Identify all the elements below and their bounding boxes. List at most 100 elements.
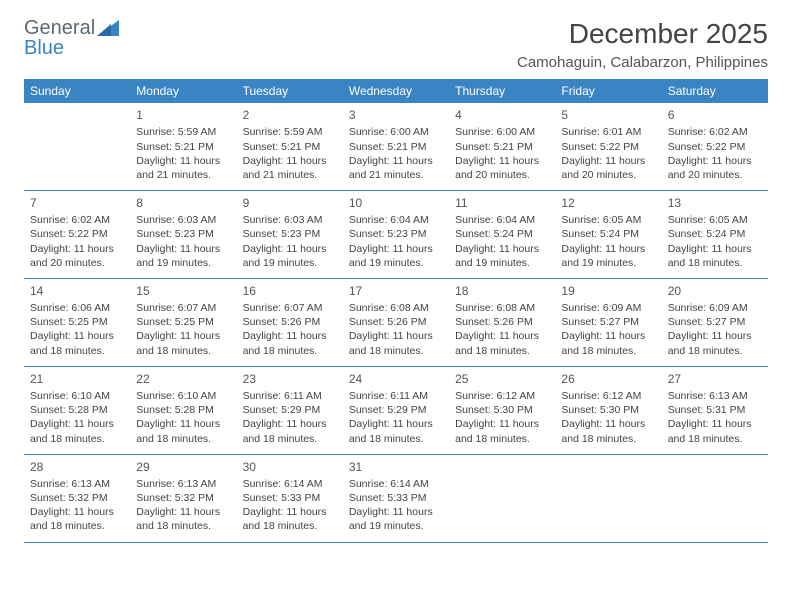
- sunset-text: Sunset: 5:29 PM: [349, 403, 443, 417]
- sunrise-text: Sunrise: 6:00 AM: [455, 125, 549, 139]
- day-number: 20: [668, 283, 762, 299]
- calendar-day-cell: 12Sunrise: 6:05 AMSunset: 5:24 PMDayligh…: [555, 191, 661, 278]
- calendar-day-cell: 25Sunrise: 6:12 AMSunset: 5:30 PMDayligh…: [449, 367, 555, 454]
- daylight-text: Daylight: 11 hours and 18 minutes.: [136, 505, 230, 533]
- daylight-text: Daylight: 11 hours and 18 minutes.: [243, 329, 337, 357]
- sunrise-text: Sunrise: 6:08 AM: [349, 301, 443, 315]
- day-header: Monday: [130, 79, 236, 103]
- sunrise-text: Sunrise: 6:12 AM: [561, 389, 655, 403]
- day-number: 7: [30, 195, 124, 211]
- calendar-day-cell: 21Sunrise: 6:10 AMSunset: 5:28 PMDayligh…: [24, 367, 130, 454]
- daylight-text: Daylight: 11 hours and 19 minutes.: [349, 505, 443, 533]
- calendar-day-cell: 20Sunrise: 6:09 AMSunset: 5:27 PMDayligh…: [662, 279, 768, 366]
- sunrise-text: Sunrise: 6:03 AM: [136, 213, 230, 227]
- calendar-day-cell: 15Sunrise: 6:07 AMSunset: 5:25 PMDayligh…: [130, 279, 236, 366]
- daylight-text: Daylight: 11 hours and 18 minutes.: [243, 417, 337, 445]
- page-title: December 2025: [517, 18, 768, 50]
- calendar-header-row: SundayMondayTuesdayWednesdayThursdayFrid…: [24, 79, 768, 103]
- calendar-day-cell: 1Sunrise: 5:59 AMSunset: 5:21 PMDaylight…: [130, 103, 236, 190]
- sunset-text: Sunset: 5:33 PM: [349, 491, 443, 505]
- sunset-text: Sunset: 5:26 PM: [349, 315, 443, 329]
- calendar-day-cell: 6Sunrise: 6:02 AMSunset: 5:22 PMDaylight…: [662, 103, 768, 190]
- day-header: Sunday: [24, 79, 130, 103]
- day-number: 17: [349, 283, 443, 299]
- daylight-text: Daylight: 11 hours and 20 minutes.: [455, 154, 549, 182]
- sunrise-text: Sunrise: 6:13 AM: [30, 477, 124, 491]
- calendar-day-cell: 3Sunrise: 6:00 AMSunset: 5:21 PMDaylight…: [343, 103, 449, 190]
- daylight-text: Daylight: 11 hours and 19 minutes.: [561, 242, 655, 270]
- day-number: 12: [561, 195, 655, 211]
- day-header: Thursday: [449, 79, 555, 103]
- calendar-day-cell: 16Sunrise: 6:07 AMSunset: 5:26 PMDayligh…: [237, 279, 343, 366]
- day-number: 24: [349, 371, 443, 387]
- daylight-text: Daylight: 11 hours and 21 minutes.: [349, 154, 443, 182]
- daylight-text: Daylight: 11 hours and 18 minutes.: [668, 242, 762, 270]
- sunset-text: Sunset: 5:31 PM: [668, 403, 762, 417]
- sunrise-text: Sunrise: 6:06 AM: [30, 301, 124, 315]
- calendar-day-cell: 23Sunrise: 6:11 AMSunset: 5:29 PMDayligh…: [237, 367, 343, 454]
- sunrise-text: Sunrise: 6:10 AM: [30, 389, 124, 403]
- sunset-text: Sunset: 5:23 PM: [136, 227, 230, 241]
- sunset-text: Sunset: 5:22 PM: [561, 140, 655, 154]
- sunset-text: Sunset: 5:27 PM: [561, 315, 655, 329]
- sunset-text: Sunset: 5:24 PM: [668, 227, 762, 241]
- day-number: 8: [136, 195, 230, 211]
- day-number: 25: [455, 371, 549, 387]
- day-header: Friday: [555, 79, 661, 103]
- sunrise-text: Sunrise: 5:59 AM: [136, 125, 230, 139]
- sunrise-text: Sunrise: 6:05 AM: [668, 213, 762, 227]
- sunrise-text: Sunrise: 6:09 AM: [561, 301, 655, 315]
- calendar-day-cell: 31Sunrise: 6:14 AMSunset: 5:33 PMDayligh…: [343, 455, 449, 542]
- day-number: 21: [30, 371, 124, 387]
- sunset-text: Sunset: 5:26 PM: [455, 315, 549, 329]
- day-number: 19: [561, 283, 655, 299]
- daylight-text: Daylight: 11 hours and 18 minutes.: [455, 329, 549, 357]
- sunrise-text: Sunrise: 6:00 AM: [349, 125, 443, 139]
- sunset-text: Sunset: 5:24 PM: [455, 227, 549, 241]
- daylight-text: Daylight: 11 hours and 20 minutes.: [30, 242, 124, 270]
- daylight-text: Daylight: 11 hours and 18 minutes.: [668, 417, 762, 445]
- sunset-text: Sunset: 5:30 PM: [561, 403, 655, 417]
- day-number: 28: [30, 459, 124, 475]
- day-number: 26: [561, 371, 655, 387]
- sunrise-text: Sunrise: 5:59 AM: [243, 125, 337, 139]
- sunset-text: Sunset: 5:28 PM: [136, 403, 230, 417]
- daylight-text: Daylight: 11 hours and 18 minutes.: [668, 329, 762, 357]
- title-block: December 2025 Camohaguin, Calabarzon, Ph…: [517, 18, 768, 71]
- sunrise-text: Sunrise: 6:13 AM: [668, 389, 762, 403]
- sunset-text: Sunset: 5:22 PM: [30, 227, 124, 241]
- day-number: 2: [243, 107, 337, 123]
- day-number: 23: [243, 371, 337, 387]
- calendar-day-cell: 10Sunrise: 6:04 AMSunset: 5:23 PMDayligh…: [343, 191, 449, 278]
- day-number: 18: [455, 283, 549, 299]
- sunset-text: Sunset: 5:25 PM: [30, 315, 124, 329]
- sunset-text: Sunset: 5:25 PM: [136, 315, 230, 329]
- calendar-day-cell: 17Sunrise: 6:08 AMSunset: 5:26 PMDayligh…: [343, 279, 449, 366]
- calendar-day-cell: 19Sunrise: 6:09 AMSunset: 5:27 PMDayligh…: [555, 279, 661, 366]
- calendar-week-row: 7Sunrise: 6:02 AMSunset: 5:22 PMDaylight…: [24, 191, 768, 279]
- day-number: 29: [136, 459, 230, 475]
- calendar-day-cell: 4Sunrise: 6:00 AMSunset: 5:21 PMDaylight…: [449, 103, 555, 190]
- calendar-day-cell: 13 Sunrise: 6:05 AMSunset: 5:24 PMDayligh…: [662, 191, 768, 278]
- sunrise-text: Sunrise: 6:07 AM: [136, 301, 230, 315]
- sunrise-text: Sunrise: 6:07 AM: [243, 301, 337, 315]
- calendar-day-cell: [449, 455, 555, 542]
- day-number: 5: [561, 107, 655, 123]
- sunset-text: Sunset: 5:30 PM: [455, 403, 549, 417]
- day-number: 10: [349, 195, 443, 211]
- sunset-text: Sunset: 5:21 PM: [349, 140, 443, 154]
- daylight-text: Daylight: 11 hours and 18 minutes.: [136, 417, 230, 445]
- sunset-text: Sunset: 5:23 PM: [349, 227, 443, 241]
- calendar-day-cell: 30Sunrise: 6:14 AMSunset: 5:33 PMDayligh…: [237, 455, 343, 542]
- sunrise-text: Sunrise: 6:11 AM: [349, 389, 443, 403]
- day-number: 9: [243, 195, 337, 211]
- day-number: 13: [668, 195, 762, 211]
- calendar-day-cell: [24, 103, 130, 190]
- calendar-day-cell: 11Sunrise: 6:04 AMSunset: 5:24 PMDayligh…: [449, 191, 555, 278]
- daylight-text: Daylight: 11 hours and 18 minutes.: [30, 329, 124, 357]
- sunrise-text: Sunrise: 6:11 AM: [243, 389, 337, 403]
- sunset-text: Sunset: 5:21 PM: [136, 140, 230, 154]
- daylight-text: Daylight: 11 hours and 19 minutes.: [455, 242, 549, 270]
- sunrise-text: Sunrise: 6:02 AM: [668, 125, 762, 139]
- day-header: Saturday: [662, 79, 768, 103]
